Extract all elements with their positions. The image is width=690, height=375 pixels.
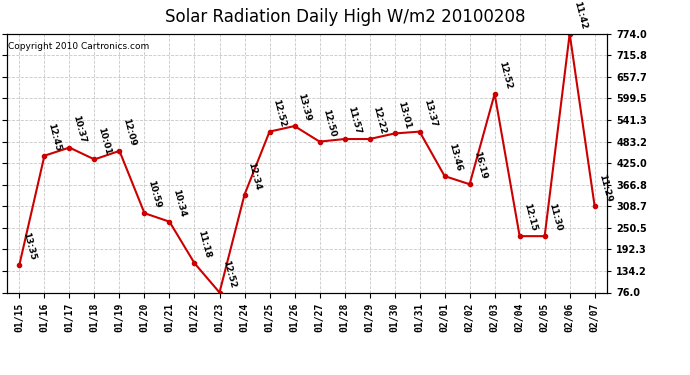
Text: 10:59: 10:59	[146, 180, 163, 210]
Text: 13:01: 13:01	[397, 100, 413, 130]
Text: 10:37: 10:37	[72, 114, 88, 144]
Text: 12:22: 12:22	[372, 105, 388, 135]
Text: Solar Radiation Daily High W/m2 20100208: Solar Radiation Daily High W/m2 20100208	[165, 8, 525, 26]
Text: 13:35: 13:35	[21, 231, 37, 261]
Text: 12:52: 12:52	[497, 60, 513, 90]
Text: 11:29: 11:29	[597, 173, 613, 203]
Text: 13:39: 13:39	[297, 92, 313, 122]
Text: 10:34: 10:34	[172, 188, 188, 218]
Text: 10:01: 10:01	[97, 126, 112, 156]
Text: 12:50: 12:50	[322, 108, 337, 138]
Text: 11:30: 11:30	[546, 202, 563, 232]
Text: 13:46: 13:46	[446, 142, 463, 172]
Text: 13:37: 13:37	[422, 98, 437, 128]
Text: 12:52: 12:52	[221, 259, 237, 289]
Text: Copyright 2010 Cartronics.com: Copyright 2010 Cartronics.com	[8, 42, 149, 51]
Text: 16:19: 16:19	[472, 150, 488, 180]
Text: 11:18: 11:18	[197, 230, 213, 260]
Text: 12:09: 12:09	[121, 117, 137, 147]
Text: 12:15: 12:15	[522, 202, 538, 232]
Text: 12:52: 12:52	[272, 98, 288, 128]
Text: 12:34: 12:34	[246, 161, 263, 191]
Text: 11:57: 11:57	[346, 105, 363, 135]
Text: 11:42: 11:42	[572, 0, 588, 30]
Text: 12:45: 12:45	[46, 122, 63, 152]
